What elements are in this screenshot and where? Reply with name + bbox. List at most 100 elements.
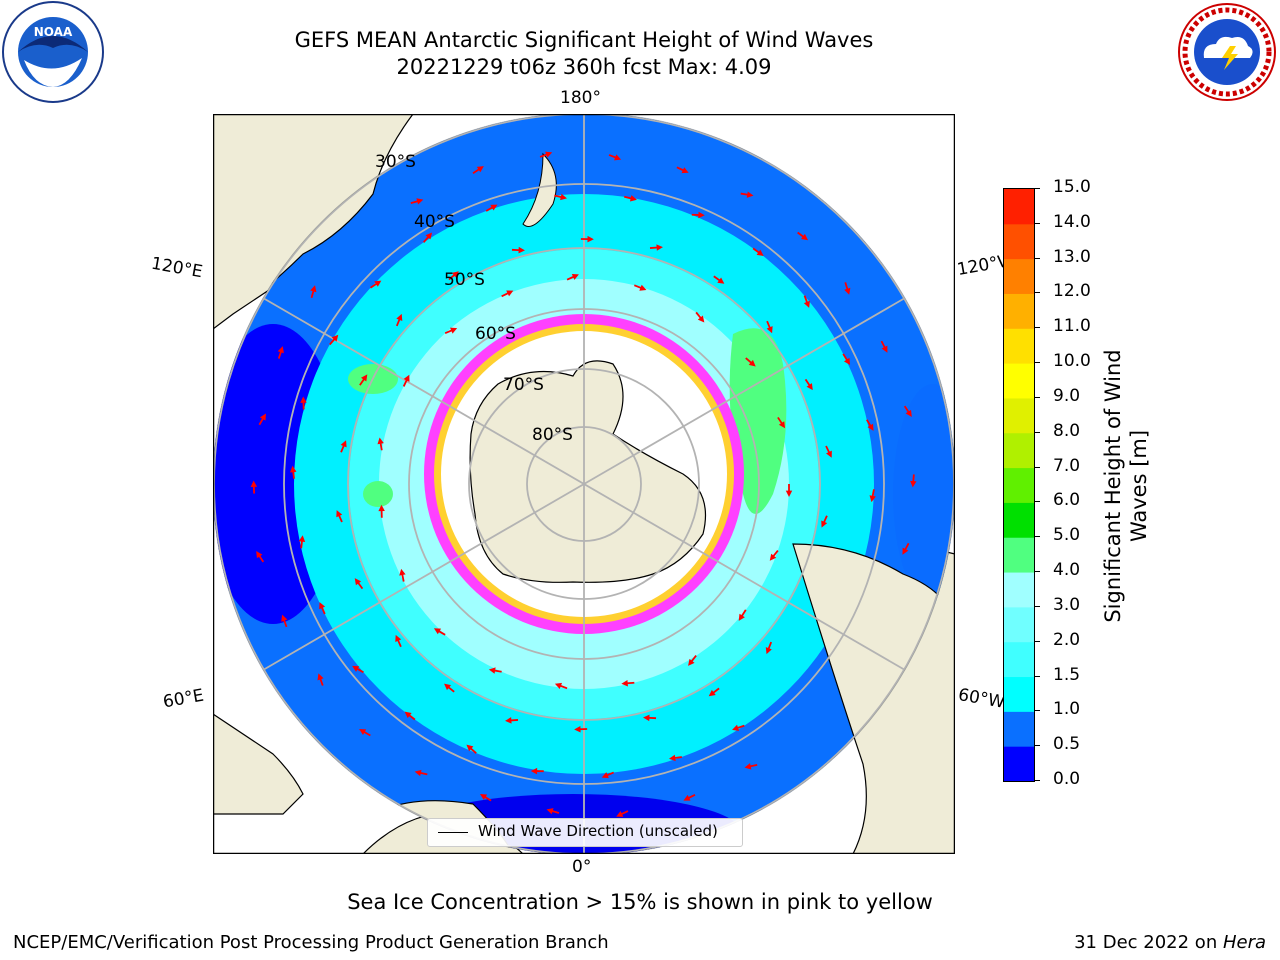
footer-host: Hera	[1222, 932, 1266, 953]
wind-arrow-head	[688, 658, 695, 666]
svg-text:NOAA: NOAA	[34, 25, 73, 39]
wind-arrow-head	[601, 772, 609, 779]
wind-arrow-head	[290, 465, 297, 473]
colorbar-segment	[1004, 467, 1034, 503]
wind-arrow-head	[629, 195, 637, 202]
wind-arrow-head	[404, 711, 412, 719]
wind-arrow-head	[708, 689, 716, 697]
wind-arrow-head	[738, 613, 745, 621]
lat-label-80s: 80°S	[532, 425, 573, 445]
wind-arrow-head	[843, 357, 851, 366]
wind-arrow-head	[331, 334, 339, 342]
colorbar-segment	[1004, 363, 1034, 399]
wind-arrow-head	[505, 717, 512, 724]
wind-arrow-head	[545, 151, 553, 158]
wind-arrow-head	[643, 714, 650, 722]
nws-logo	[1178, 3, 1276, 101]
wind-arrow-head	[785, 490, 793, 497]
colorbar-tick-label: 15.0	[1053, 177, 1091, 197]
colorbar-tick-label: 0.5	[1053, 734, 1081, 755]
lon-label-60w: 60°W	[956, 684, 1007, 713]
colorbar-segment	[1004, 397, 1034, 434]
colorbar-tick-label: 3.0	[1053, 594, 1081, 615]
lon-label-180: 180°	[560, 88, 601, 108]
colorbar-tick	[1034, 188, 1040, 189]
colorbar-segment	[1004, 258, 1034, 294]
lat-label-50s: 50°S	[444, 270, 485, 290]
colorbar-tick	[1034, 396, 1040, 398]
colorbar-segment	[1004, 746, 1034, 781]
wind-arrow-head	[806, 383, 813, 391]
colorbar-tick-label: 2.0	[1053, 629, 1081, 650]
wind-arrow-head	[395, 634, 402, 643]
wind-arrow-head	[416, 198, 424, 205]
wind-arrow-head	[756, 249, 764, 256]
colorbar-tick-label: 5.0	[1053, 525, 1081, 546]
wind-arrow-head	[399, 568, 406, 576]
wind-arrow-head	[668, 754, 676, 762]
lat-label-40s: 40°S	[414, 212, 455, 232]
wind-arrow-head	[298, 535, 306, 542]
wind-arrow-head	[801, 233, 809, 241]
wind-arrow-head	[869, 495, 876, 503]
colorbar-tick	[1034, 536, 1040, 538]
colorbar-segment	[1004, 432, 1034, 469]
wind-arrow-head	[476, 166, 484, 173]
wind-arrow-head	[546, 808, 554, 815]
wind-arrow-head	[374, 280, 382, 287]
wind-arrow-head	[300, 396, 307, 403]
colorbar-tick-label: 6.0	[1053, 490, 1081, 511]
wind-arrow-head	[377, 437, 384, 445]
wind-arrow-head	[683, 794, 691, 801]
wind-arrow-head	[902, 547, 909, 555]
colorbar-segment	[1004, 189, 1034, 225]
wind-arrow-head	[826, 450, 832, 458]
wind-arrow-head	[698, 211, 705, 219]
colorbar-tick-label: 13.0	[1053, 246, 1091, 267]
colorbar	[1003, 188, 1035, 782]
map-legend: Wind Wave Direction (unscaled)	[427, 818, 743, 847]
wind-arrow-head	[639, 284, 647, 291]
wind-arrow-head	[250, 480, 258, 488]
wind-arrow-head	[587, 235, 594, 243]
colorbar-tick-label: 1.5	[1053, 664, 1081, 685]
wind-arrow-head	[425, 232, 433, 240]
colorbar-segment	[1004, 223, 1034, 260]
colorbar-segment	[1004, 537, 1034, 573]
wind-arrow-head	[340, 440, 347, 448]
legend-label: Wind Wave Direction (unscaled)	[478, 822, 718, 840]
lon-label-120e: 120°E	[149, 253, 205, 283]
wind-arrow-head	[621, 680, 628, 687]
colorbar-tick-label: 9.0	[1053, 385, 1081, 406]
wind-arrow-head	[479, 793, 488, 801]
colorbar-tick	[1034, 257, 1040, 259]
lat-label-30s: 30°S	[375, 152, 416, 172]
colorbar-tick	[1034, 571, 1040, 573]
wind-arrow-head	[433, 628, 442, 635]
colorbar-tick-label: 10.0	[1053, 351, 1091, 372]
wind-arrow-head	[905, 409, 912, 417]
colorbar-title: Significant Height of Wind Waves [m]	[1100, 349, 1152, 622]
wind-arrow-head	[310, 285, 317, 293]
colorbar-tick-label: 11.0	[1053, 316, 1091, 337]
wind-arrow-head	[396, 313, 403, 322]
wind-arrow-head	[769, 553, 777, 561]
colorbar-tick	[1034, 362, 1040, 364]
chart-subtitle: 20221229 t06z 360h fcst Max: 4.09	[396, 55, 772, 79]
colorbar-tick-label: 0.0	[1053, 769, 1081, 789]
colorbar-tick-label: 1.0	[1053, 699, 1081, 720]
wind-arrow-head	[352, 665, 360, 672]
wind-arrow-head	[403, 374, 410, 382]
wind-arrow-head	[766, 326, 773, 334]
wind-arrow-head	[281, 614, 288, 622]
wind-arrow-head	[746, 191, 754, 198]
wind-arrow-head	[748, 359, 756, 367]
wind-arrow-head	[450, 327, 458, 334]
colorbar-tick-label: 14.0	[1053, 211, 1091, 232]
wind-arrow-head	[744, 763, 752, 770]
wind-arrow-head	[681, 167, 689, 174]
footer-date: 31 Dec 2022 on Hera	[1074, 932, 1266, 953]
wind-arrow-head	[571, 274, 579, 280]
colorbar-tick	[1034, 292, 1040, 294]
antarctica	[469, 360, 707, 583]
